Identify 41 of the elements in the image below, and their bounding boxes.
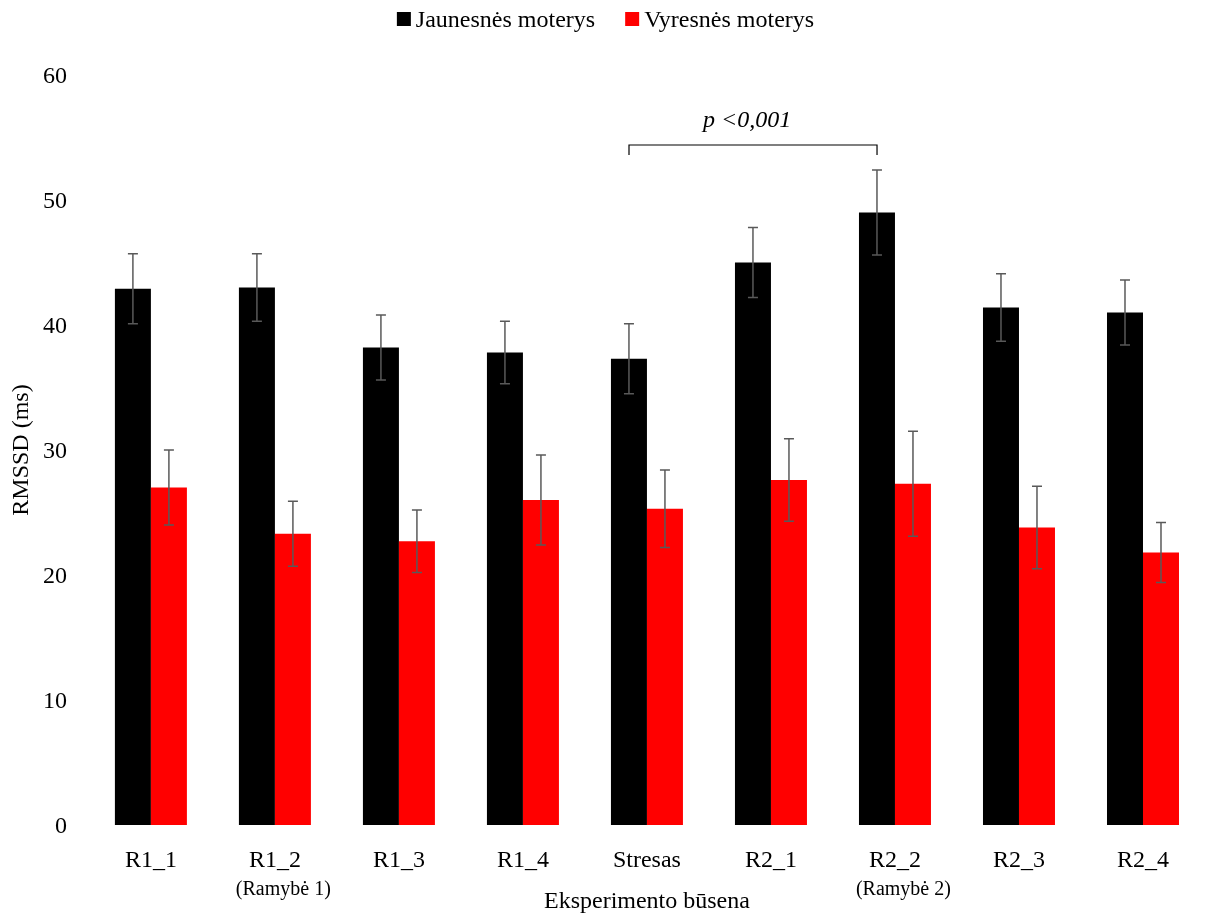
y-axis-title: RMSSD (ms) xyxy=(7,384,33,516)
y-tick-label: 10 xyxy=(42,687,67,713)
text: (Ramybė 2) xyxy=(855,877,951,900)
bar xyxy=(982,307,1019,825)
bar xyxy=(274,533,311,825)
x-tick-label: R2_4 xyxy=(1116,846,1169,872)
y-tick-label: 0 xyxy=(54,812,67,838)
annotation: p <0,001 xyxy=(700,106,792,132)
y-tick-label: 20 xyxy=(42,562,67,588)
bar xyxy=(522,500,559,825)
x-tick-label: R1_2 xyxy=(248,846,301,872)
bar xyxy=(486,352,523,825)
bar xyxy=(238,287,275,825)
bar xyxy=(894,483,931,825)
y-tick-label: 40 xyxy=(42,312,67,338)
legend-label: Jaunesnės moterys xyxy=(415,6,596,32)
bar xyxy=(646,508,683,825)
bar xyxy=(1142,552,1179,825)
x-tick-label: R2_3 xyxy=(992,846,1045,872)
x-tick-label: R1_4 xyxy=(496,846,549,872)
x-tick-label: R2_1 xyxy=(744,846,797,872)
bar xyxy=(858,212,895,825)
y-tick-label: 50 xyxy=(42,187,67,213)
bar xyxy=(1106,312,1143,825)
bar xyxy=(770,480,807,825)
x-tick-label: R1_3 xyxy=(372,846,425,872)
bar xyxy=(610,358,647,825)
bar xyxy=(114,288,151,825)
x-tick-label: Stresas xyxy=(612,846,681,872)
x-axis-title: Eksperimento būsena xyxy=(543,887,751,913)
y-tick-label: 30 xyxy=(42,437,67,463)
bar xyxy=(398,541,435,825)
bar xyxy=(150,487,187,825)
y-tick-label: 60 xyxy=(42,62,67,88)
bar xyxy=(734,262,771,825)
legend-label: Vyresnės moterys xyxy=(644,6,815,32)
x-tick-label: R2_2 xyxy=(868,846,921,872)
text: (Ramybė 1) xyxy=(235,877,331,900)
bar xyxy=(362,347,399,825)
x-tick-label: R1_1 xyxy=(124,846,177,872)
bar xyxy=(1018,527,1055,825)
